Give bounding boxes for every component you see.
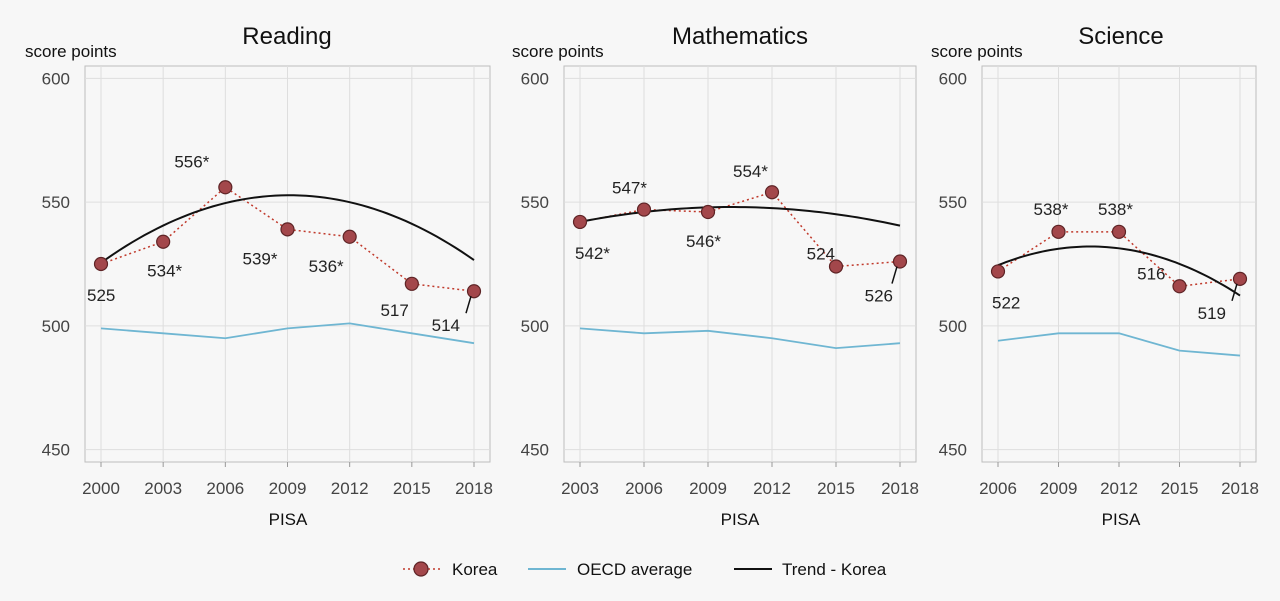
x-tick-label: 2006 bbox=[625, 479, 663, 498]
x-tick-label: 2015 bbox=[393, 479, 431, 498]
y-tick-label: 500 bbox=[939, 317, 967, 336]
x-tick-label: 2015 bbox=[817, 479, 855, 498]
data-label: 538* bbox=[1098, 200, 1133, 219]
legend-korea-label: Korea bbox=[452, 560, 498, 579]
x-tick-label: 2015 bbox=[1161, 479, 1199, 498]
reading-panel: Reading score points PISA 450 500 550 600 20… bbox=[25, 23, 493, 529]
korea-data-point bbox=[572, 214, 588, 230]
y-tick-label: 600 bbox=[42, 69, 70, 88]
x-tick-label: 2012 bbox=[753, 479, 791, 498]
legend: Korea OECD average Trend - Korea bbox=[403, 560, 887, 579]
korea-data-point bbox=[156, 234, 171, 249]
science-panel: Science score points PISA 450 500 550 600 20… bbox=[931, 23, 1259, 529]
y-axis-unit-label: score points bbox=[931, 42, 1023, 61]
y-axis-unit-label: score points bbox=[25, 42, 117, 61]
x-tick-label: 2009 bbox=[1040, 479, 1078, 498]
data-label: 536* bbox=[309, 257, 344, 276]
data-label: 554* bbox=[733, 162, 768, 181]
korea-data-point bbox=[1111, 224, 1127, 239]
panel-title: Mathematics bbox=[672, 23, 808, 50]
oecd-average-line bbox=[100, 322, 475, 345]
x-tick-label: 2018 bbox=[1221, 479, 1259, 498]
panel-title: Reading bbox=[242, 23, 331, 50]
korea-data-point bbox=[342, 229, 357, 244]
data-label: 539* bbox=[243, 249, 278, 268]
label-leader-line bbox=[465, 296, 472, 314]
korea-data-point bbox=[892, 254, 908, 269]
data-label: 517 bbox=[380, 301, 408, 320]
y-tick-label: 500 bbox=[42, 317, 70, 336]
oecd-average-line bbox=[579, 327, 901, 350]
x-tick-label: 2018 bbox=[455, 479, 493, 498]
data-label: 546* bbox=[686, 232, 721, 251]
korea-data-point bbox=[700, 204, 716, 220]
y-tick-label: 550 bbox=[521, 193, 549, 212]
oecd-average-line bbox=[997, 332, 1241, 357]
x-axis-title: PISA bbox=[269, 510, 308, 529]
data-label: 538* bbox=[1034, 200, 1069, 219]
y-tick-label: 600 bbox=[939, 69, 967, 88]
korea-data-point bbox=[1232, 271, 1248, 286]
korea-trend-curve bbox=[100, 194, 475, 264]
x-tick-label: 2009 bbox=[689, 479, 727, 498]
korea-data-point bbox=[218, 180, 233, 195]
korea-data-point bbox=[93, 256, 109, 272]
x-tick-label: 2012 bbox=[1100, 479, 1138, 498]
y-axis-unit-label: score points bbox=[512, 42, 604, 61]
y-tick-label: 450 bbox=[521, 441, 549, 460]
y-tick-label: 450 bbox=[939, 441, 967, 460]
label-leader-line bbox=[891, 266, 898, 284]
label-leader-line bbox=[1231, 283, 1238, 302]
legend-trend-label: Trend - Korea bbox=[782, 560, 887, 579]
korea-trend-curve bbox=[579, 206, 901, 227]
x-tick-label: 2006 bbox=[206, 479, 244, 498]
y-tick-label: 550 bbox=[939, 193, 967, 212]
legend-korea-marker bbox=[413, 561, 429, 577]
x-tick-label: 2003 bbox=[144, 479, 182, 498]
x-axis-title: PISA bbox=[721, 510, 760, 529]
data-label: 542* bbox=[575, 244, 610, 263]
data-label: 524 bbox=[807, 244, 835, 263]
data-label: 522 bbox=[992, 293, 1020, 312]
y-tick-label: 500 bbox=[521, 317, 549, 336]
data-label: 519 bbox=[1198, 304, 1226, 323]
korea-data-point bbox=[764, 185, 780, 200]
korea-data-point bbox=[828, 259, 844, 274]
korea-data-point bbox=[280, 222, 295, 237]
x-tick-label: 2003 bbox=[561, 479, 599, 498]
y-tick-label: 600 bbox=[521, 69, 549, 88]
korea-data-point bbox=[990, 264, 1006, 279]
korea-data-point bbox=[466, 284, 482, 299]
korea-data-point bbox=[636, 202, 652, 217]
mathematics-panel: Mathematics score points PISA 450 500 550 6… bbox=[512, 23, 919, 529]
data-label: 556* bbox=[174, 152, 209, 171]
data-label: 534* bbox=[147, 262, 182, 281]
panel-title: Science bbox=[1078, 23, 1163, 50]
x-axis-title: PISA bbox=[1102, 510, 1141, 529]
korea-data-point bbox=[404, 276, 419, 291]
y-tick-label: 550 bbox=[42, 193, 70, 212]
legend-oecd-label: OECD average bbox=[577, 560, 692, 579]
x-tick-label: 2012 bbox=[331, 479, 369, 498]
korea-trend-curve bbox=[997, 245, 1241, 297]
x-tick-label: 2006 bbox=[979, 479, 1017, 498]
korea-data-point bbox=[1172, 279, 1187, 294]
x-tick-label: 2000 bbox=[82, 479, 120, 498]
data-label: 547* bbox=[612, 179, 647, 198]
y-tick-label: 450 bbox=[42, 441, 70, 460]
data-label: 514 bbox=[432, 316, 460, 335]
x-tick-label: 2018 bbox=[881, 479, 919, 498]
korea-data-point bbox=[1051, 224, 1066, 239]
data-label: 516 bbox=[1137, 264, 1165, 283]
plot-frame bbox=[563, 65, 917, 463]
data-label: 526 bbox=[865, 287, 893, 306]
data-label: 525 bbox=[87, 286, 115, 305]
x-tick-label: 2009 bbox=[269, 479, 307, 498]
